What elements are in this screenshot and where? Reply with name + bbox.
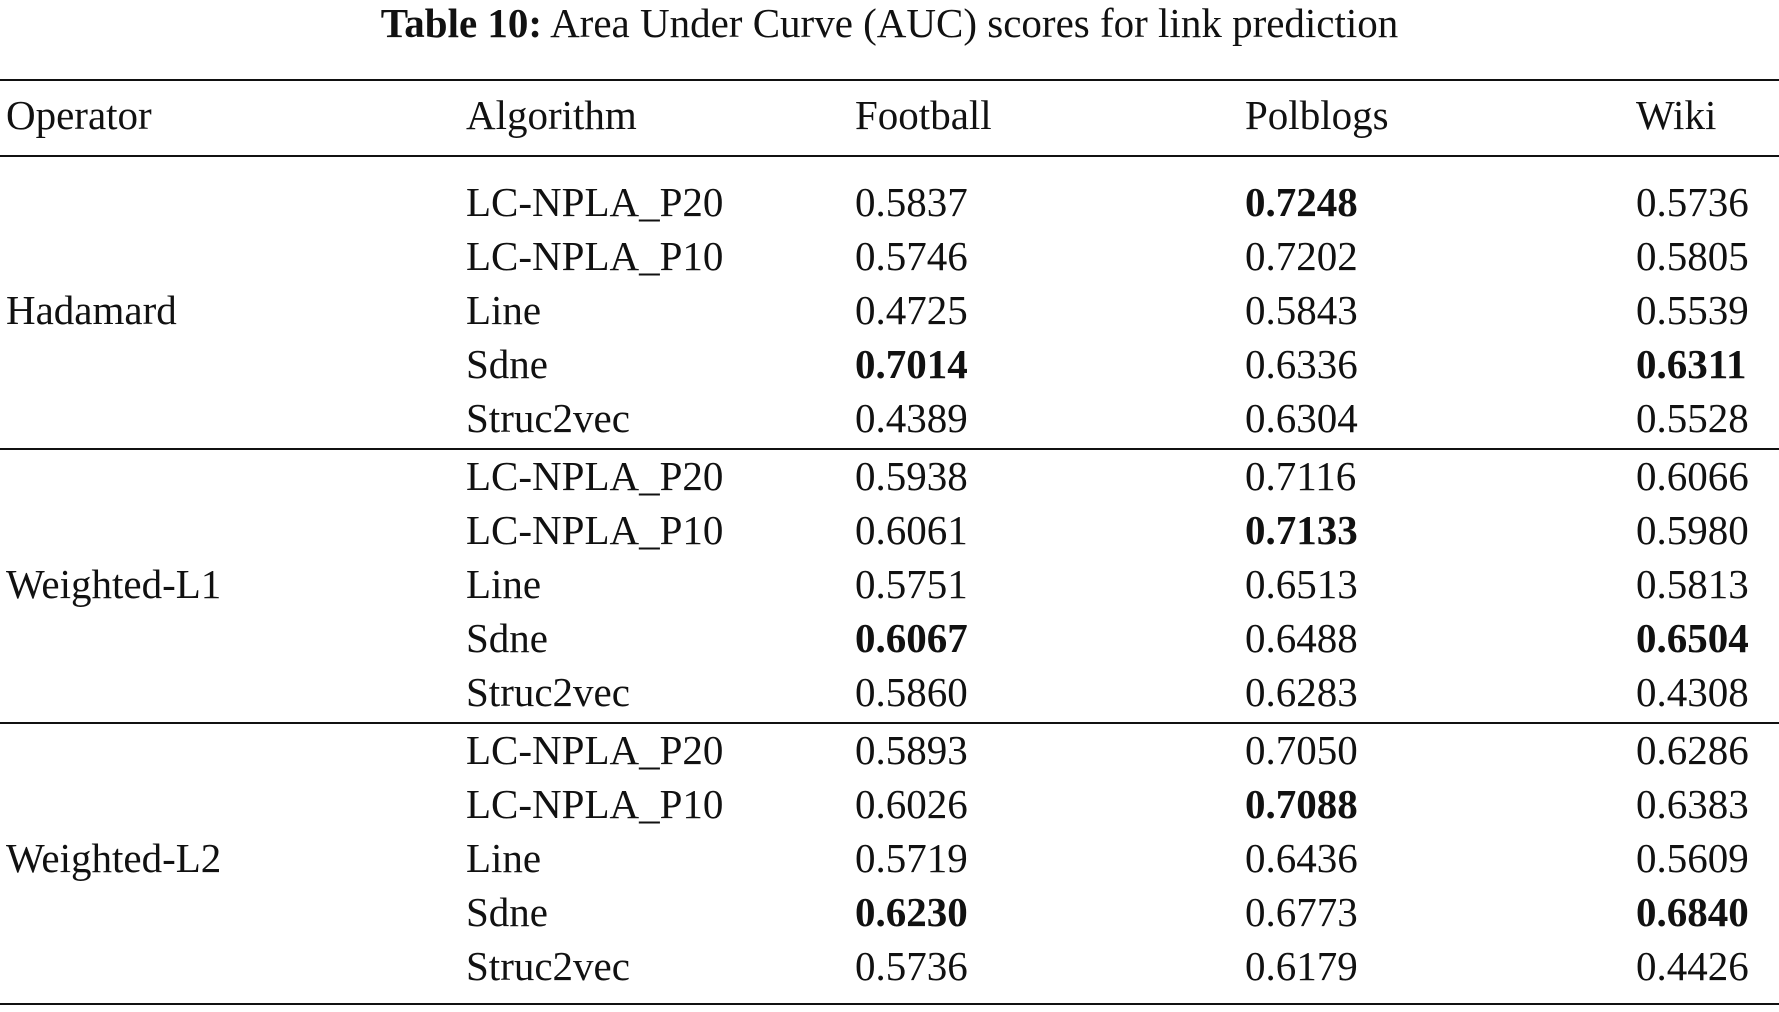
cell-wiki: 0.4308	[1636, 669, 1749, 715]
cell-polblogs: 0.7088	[1245, 781, 1358, 827]
cell-wiki: 0.6311	[1636, 341, 1747, 387]
cell-wiki: 0.5609	[1636, 835, 1749, 881]
cell-algorithm: Sdne	[466, 341, 548, 387]
cell-algorithm: LC-NPLA_P20	[466, 727, 724, 773]
cell-algorithm: Sdne	[466, 889, 548, 935]
cell-wiki: 0.6504	[1636, 615, 1749, 661]
cell-algorithm: Line	[466, 835, 542, 881]
cell-algorithm: LC-NPLA_P20	[466, 179, 724, 225]
cell-polblogs: 0.6773	[1245, 889, 1358, 935]
cell-football: 0.5837	[855, 179, 968, 225]
cell-polblogs: 0.6336	[1245, 341, 1358, 387]
cell-polblogs: 0.6304	[1245, 395, 1358, 441]
header-rule	[0, 155, 1779, 157]
table-caption-label: Table 10:	[380, 0, 543, 46]
header-polblogs: Polblogs	[1245, 92, 1389, 138]
header-algorithm: Algorithm	[466, 92, 637, 138]
cell-football: 0.5736	[855, 943, 968, 989]
cell-wiki: 0.4426	[1636, 943, 1749, 989]
cell-football: 0.7014	[855, 341, 968, 387]
cell-algorithm: LC-NPLA_P10	[466, 781, 724, 827]
cell-algorithm: Sdne	[466, 615, 548, 661]
operator-label: Weighted-L2	[6, 835, 222, 881]
header-wiki: Wiki	[1636, 92, 1717, 138]
cell-football: 0.5751	[855, 561, 968, 607]
header-operator: Operator	[6, 92, 152, 138]
cell-polblogs: 0.6436	[1245, 835, 1358, 881]
cell-wiki: 0.5980	[1636, 507, 1749, 553]
cell-polblogs: 0.7050	[1245, 727, 1358, 773]
cell-polblogs: 0.7248	[1245, 179, 1358, 225]
group-separator-rule	[0, 448, 1779, 450]
cell-wiki: 0.6286	[1636, 727, 1749, 773]
table-caption-text: Area Under Curve (AUC) scores for link p…	[550, 0, 1399, 46]
cell-wiki: 0.5813	[1636, 561, 1749, 607]
cell-football: 0.6061	[855, 507, 968, 553]
cell-football: 0.6230	[855, 889, 968, 935]
cell-wiki: 0.5805	[1636, 233, 1749, 279]
cell-polblogs: 0.6513	[1245, 561, 1358, 607]
operator-label: Hadamard	[6, 287, 177, 333]
cell-polblogs: 0.6283	[1245, 669, 1358, 715]
cell-football: 0.6067	[855, 615, 968, 661]
cell-polblogs: 0.6488	[1245, 615, 1358, 661]
cell-algorithm: Line	[466, 561, 542, 607]
cell-algorithm: Struc2vec	[466, 669, 630, 715]
cell-algorithm: LC-NPLA_P20	[466, 453, 724, 499]
cell-wiki: 0.6383	[1636, 781, 1749, 827]
cell-algorithm: LC-NPLA_P10	[466, 233, 724, 279]
cell-football: 0.5938	[855, 453, 968, 499]
header-football: Football	[855, 92, 992, 138]
cell-algorithm: LC-NPLA_P10	[466, 507, 724, 553]
cell-football: 0.4389	[855, 395, 968, 441]
cell-football: 0.5893	[855, 727, 968, 773]
cell-football: 0.5719	[855, 835, 968, 881]
operator-label: Weighted-L1	[6, 561, 222, 607]
cell-polblogs: 0.7116	[1245, 453, 1357, 499]
cell-algorithm: Struc2vec	[466, 395, 630, 441]
cell-polblogs: 0.7133	[1245, 507, 1358, 553]
table-bottom-rule	[0, 1003, 1779, 1005]
cell-polblogs: 0.6179	[1245, 943, 1358, 989]
cell-football: 0.4725	[855, 287, 968, 333]
table-caption: Table 10: Area Under Curve (AUC) scores …	[0, 0, 1779, 46]
cell-polblogs: 0.5843	[1245, 287, 1358, 333]
cell-wiki: 0.5736	[1636, 179, 1749, 225]
cell-football: 0.5746	[855, 233, 968, 279]
group-separator-rule	[0, 722, 1779, 724]
cell-algorithm: Struc2vec	[466, 943, 630, 989]
cell-wiki: 0.5539	[1636, 287, 1749, 333]
cell-football: 0.5860	[855, 669, 968, 715]
cell-algorithm: Line	[466, 287, 542, 333]
cell-football: 0.6026	[855, 781, 968, 827]
cell-wiki: 0.6840	[1636, 889, 1749, 935]
cell-polblogs: 0.7202	[1245, 233, 1358, 279]
table-top-rule	[0, 79, 1779, 81]
cell-wiki: 0.6066	[1636, 453, 1749, 499]
cell-wiki: 0.5528	[1636, 395, 1749, 441]
